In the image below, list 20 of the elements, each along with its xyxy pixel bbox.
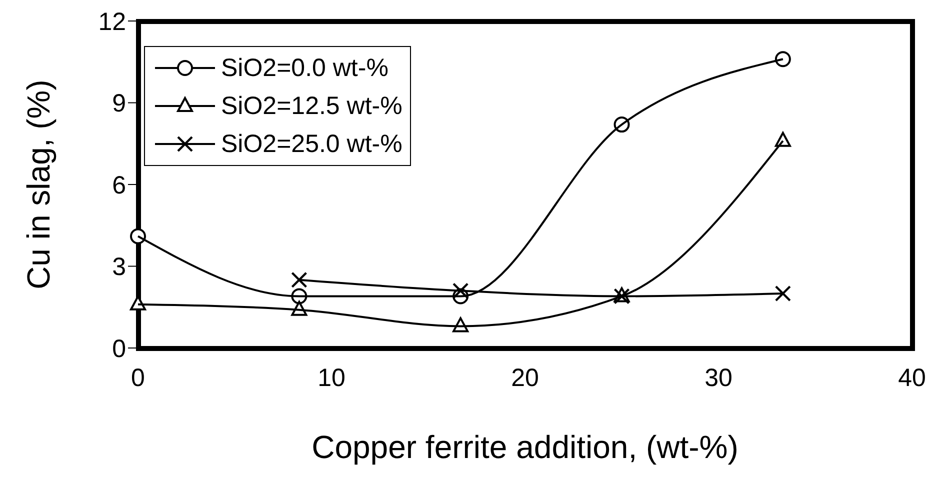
x-tick-label: 20 xyxy=(511,364,539,392)
point xyxy=(291,272,308,288)
x-tick-label: 10 xyxy=(318,364,346,392)
x-tick-label: 0 xyxy=(131,364,145,392)
y-tick-label: 3 xyxy=(112,253,126,282)
x-tick-label: 40 xyxy=(898,364,926,392)
y-tick-label: 6 xyxy=(112,171,126,200)
point xyxy=(774,285,792,302)
y-tick-label: 0 xyxy=(112,334,126,363)
point xyxy=(452,282,469,299)
x-tick-label: 30 xyxy=(704,364,732,392)
legend-label: SiO2=12.5 wt-% xyxy=(221,92,402,120)
y-axis-title: Cu in slag, (%) xyxy=(20,80,56,290)
point xyxy=(774,51,791,68)
x-axis-title: Copper ferrite addition, (wt-%) xyxy=(312,429,738,465)
legend-label: SiO2=0.0 wt-% xyxy=(221,54,388,82)
y-tick-label: 12 xyxy=(98,8,126,36)
legend-label: SiO2=25.0 wt-% xyxy=(221,130,402,158)
y-tick-label: 9 xyxy=(112,90,126,118)
point xyxy=(130,228,146,244)
